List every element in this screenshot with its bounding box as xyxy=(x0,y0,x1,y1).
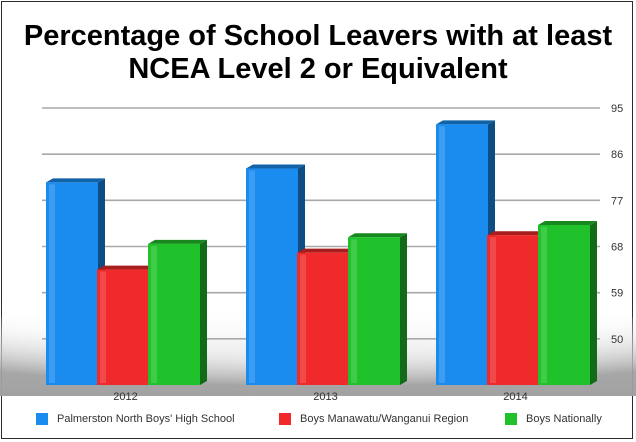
x-tick-label-2013: 2013 xyxy=(313,391,337,403)
legend: Palmerston North Boys' High School Boys M… xyxy=(0,409,636,433)
bar-palmerston-north-boys-high-school-2013 xyxy=(246,164,305,385)
legend-item-palmerston-north-boys-high-school: Palmerston North Boys' High School xyxy=(36,413,235,425)
chart-title-line-2: NCEA Level 2 or Equivalent xyxy=(128,53,508,85)
chart-title: Percentage of School Leavers with at lea… xyxy=(0,20,636,86)
legend-swatch xyxy=(279,413,291,425)
y-tick-label: 50 xyxy=(611,334,623,346)
bar-boys-manawatu-wanganui-region-2014 xyxy=(487,231,546,385)
bar-boys-nationally-2013 xyxy=(348,233,407,385)
bar-palmerston-north-boys-high-school-2014 xyxy=(436,120,495,385)
y-tick-label: 77 xyxy=(611,195,623,207)
legend-label: Boys Nationally xyxy=(526,413,602,425)
bar-boys-manawatu-wanganui-region-2012 xyxy=(97,265,156,385)
legend-label: Palmerston North Boys' High School xyxy=(57,413,235,425)
y-tick-label: 59 xyxy=(611,288,623,300)
y-axis-ticks: 50 59 68 77 86 95 xyxy=(611,103,623,346)
legend-swatch xyxy=(36,413,48,425)
x-tick-label-2014: 2014 xyxy=(503,391,527,403)
y-tick-label: 95 xyxy=(611,103,623,115)
bars xyxy=(46,120,597,385)
legend-item-boys-nationally: Boys Nationally xyxy=(505,413,602,425)
bar-boys-nationally-2012 xyxy=(148,239,207,385)
bar-boys-nationally-2014 xyxy=(538,220,597,385)
y-tick-label: 68 xyxy=(611,242,623,254)
x-axis-labels: 2012 2013 2014 xyxy=(113,391,527,403)
x-tick-label-2012: 2012 xyxy=(113,391,137,403)
legend-item-boys-manawatu-wanganui-region: Boys Manawatu/Wanganui Region xyxy=(279,413,468,425)
bar-palmerston-north-boys-high-school-2012 xyxy=(46,178,105,385)
y-tick-label: 86 xyxy=(611,149,623,161)
legend-swatch xyxy=(505,413,517,425)
legend-label: Boys Manawatu/Wanganui Region xyxy=(300,413,469,425)
bar-boys-manawatu-wanganui-region-2013 xyxy=(297,248,356,385)
chart-title-line-1: Percentage of School Leavers with at lea… xyxy=(23,20,613,52)
